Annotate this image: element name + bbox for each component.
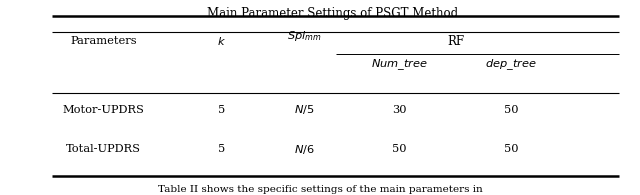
Text: 50: 50 xyxy=(504,105,518,114)
Text: $Num\_tree$: $Num\_tree$ xyxy=(371,57,428,72)
Text: $N/5$: $N/5$ xyxy=(294,103,314,116)
Text: $Spl_{mm}$: $Spl_{mm}$ xyxy=(287,29,321,43)
Text: RF: RF xyxy=(447,35,464,48)
Text: 50: 50 xyxy=(392,144,407,154)
Text: 50: 50 xyxy=(504,144,518,154)
Text: Motor-UPDRS: Motor-UPDRS xyxy=(63,105,144,114)
Text: Parameters: Parameters xyxy=(70,36,137,46)
Text: Table II shows the specific settings of the main parameters in: Table II shows the specific settings of … xyxy=(157,185,483,194)
Text: Main Parameter Settings of PSGT Method: Main Parameter Settings of PSGT Method xyxy=(207,7,458,20)
Text: 5: 5 xyxy=(218,105,225,114)
Text: Total-UPDRS: Total-UPDRS xyxy=(66,144,141,154)
Text: 5: 5 xyxy=(218,144,225,154)
Text: 30: 30 xyxy=(392,105,407,114)
Text: $N/6$: $N/6$ xyxy=(294,143,314,156)
Text: $k$: $k$ xyxy=(217,35,226,47)
Text: $dep\_tree$: $dep\_tree$ xyxy=(485,57,537,72)
